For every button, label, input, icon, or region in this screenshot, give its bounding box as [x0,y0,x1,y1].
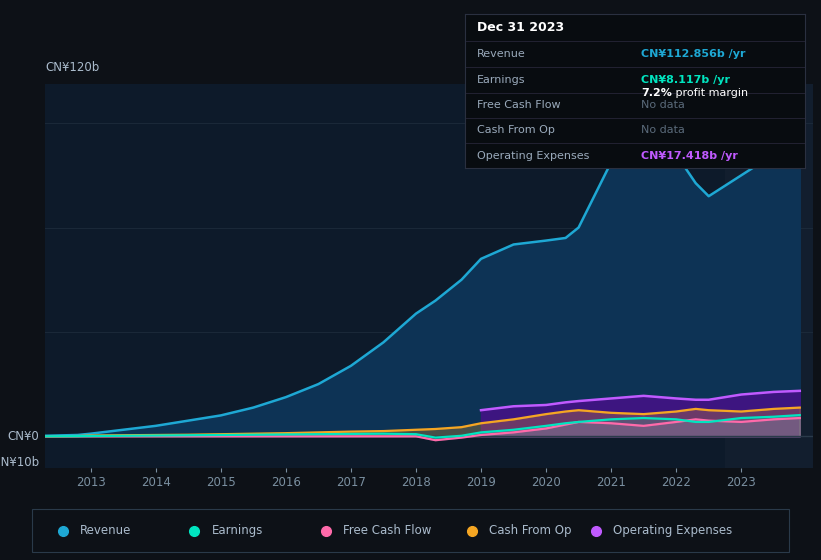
Text: Operating Expenses: Operating Expenses [612,524,732,537]
Text: CN¥112.856b /yr: CN¥112.856b /yr [641,49,746,59]
Text: Revenue: Revenue [80,524,131,537]
Text: Earnings: Earnings [476,75,525,85]
Text: Earnings: Earnings [211,524,263,537]
Text: Cash From Op: Cash From Op [476,125,554,136]
Text: profit margin: profit margin [672,87,748,97]
Text: CN¥8.117b /yr: CN¥8.117b /yr [641,75,731,85]
Text: CN¥0: CN¥0 [7,430,39,443]
Text: No data: No data [641,100,686,110]
Text: No data: No data [641,125,686,136]
Text: CN¥120b: CN¥120b [45,62,99,74]
Text: Revenue: Revenue [476,49,525,59]
Text: Operating Expenses: Operating Expenses [476,151,589,161]
Bar [725,84,813,468]
Text: CN¥17.418b /yr: CN¥17.418b /yr [641,151,738,161]
Text: 7.2%: 7.2% [641,87,672,97]
Text: Free Cash Flow: Free Cash Flow [342,524,431,537]
Text: Cash From Op: Cash From Op [489,524,571,537]
Text: -CN¥10b: -CN¥10b [0,456,39,469]
Text: Free Cash Flow: Free Cash Flow [476,100,560,110]
Text: Dec 31 2023: Dec 31 2023 [476,21,564,34]
